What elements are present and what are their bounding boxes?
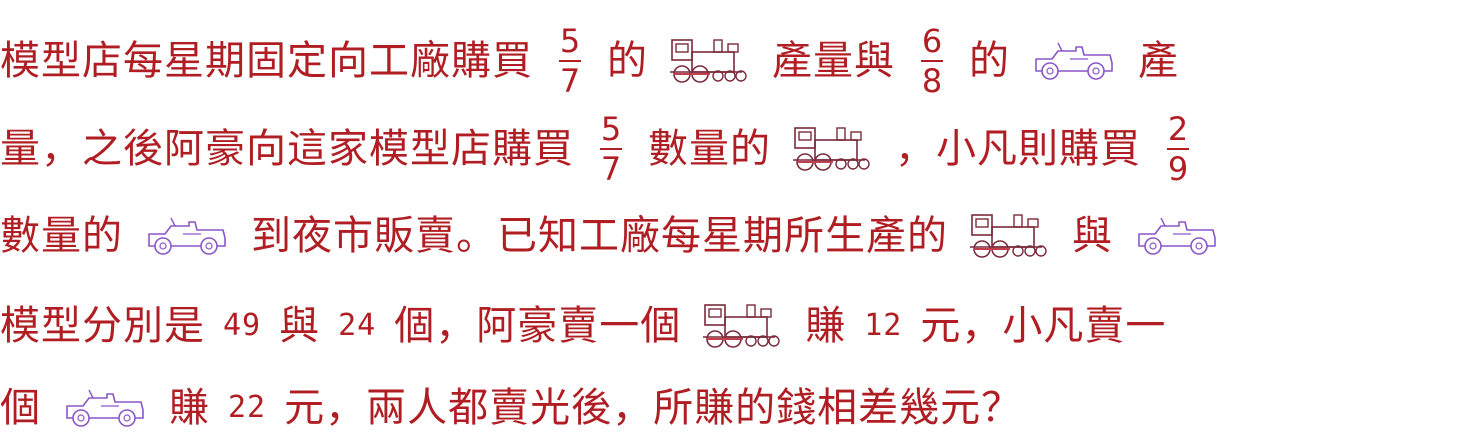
fraction-bar — [921, 60, 943, 62]
text-segment: ，小凡則購買 — [895, 126, 1141, 172]
number: 12 — [864, 308, 903, 343]
problem-line-5: 個 賺 22 元，兩人都賣光後，所賺的錢相差幾元？ — [0, 384, 1022, 432]
fraction-bar — [600, 148, 622, 150]
fraction: 6 8 — [921, 24, 943, 98]
numerator: 5 — [559, 22, 581, 60]
text-segment: 元，兩人都賣光後，所賺的錢相差幾元？ — [284, 385, 1023, 431]
denominator: 8 — [921, 62, 943, 100]
text-segment: 數量的 — [648, 126, 771, 172]
text-segment: 賺 — [805, 303, 847, 349]
text-segment: 模型店每星期固定向工廠購買 — [0, 38, 533, 84]
text-segment: 數量的 — [0, 213, 123, 259]
number: 22 — [228, 390, 267, 425]
jeep-model-icon — [63, 388, 147, 428]
text-segment: 模型分別是 — [0, 303, 205, 349]
number: 49 — [223, 308, 262, 343]
text-segment: 產 — [1138, 38, 1179, 84]
text-segment: 個，阿豪賣一個 — [394, 303, 682, 349]
text-segment: 量，之後阿豪向這家模型店購買 — [0, 126, 574, 172]
fraction: 2 9 — [1167, 112, 1189, 186]
text-segment: 的 — [607, 38, 648, 84]
number: 24 — [338, 308, 377, 343]
problem-line-1: 模型店每星期固定向工廠購買 5 7 的 產量與 6 8 的 產 — [0, 24, 1179, 98]
text-segment: 的 — [969, 38, 1010, 84]
fraction: 5 7 — [559, 24, 581, 98]
numerator: 5 — [600, 110, 622, 148]
text-segment: 產量與 — [772, 38, 895, 84]
denominator: 7 — [559, 62, 581, 100]
train-model-icon — [670, 38, 750, 84]
text-segment: 與 — [279, 303, 321, 349]
fraction-bar — [1167, 148, 1189, 150]
jeep-model-icon — [145, 216, 229, 256]
numerator: 2 — [1167, 110, 1189, 148]
text-segment: 賺 — [169, 385, 210, 431]
problem-line-3: 數量的 到夜市販賣。已知工廠每星期所生產的 與 — [0, 212, 1241, 260]
fraction-bar — [559, 60, 581, 62]
train-model-icon — [793, 126, 873, 172]
text-segment: 元，小凡賣一 — [920, 303, 1167, 349]
fraction: 5 7 — [600, 112, 622, 186]
denominator: 7 — [600, 150, 622, 188]
text-segment: 到夜市販賣。已知工廠每星期所生產的 — [251, 213, 948, 259]
problem-line-4: 模型分別是 49 與 24 個，阿豪賣一個 賺 12 元，小凡賣一 — [0, 302, 1166, 350]
train-model-icon — [703, 303, 783, 349]
jeep-model-icon — [1135, 216, 1219, 256]
problem-line-2: 量，之後阿豪向這家模型店購買 5 7 數量的 ，小凡則購買 2 9 — [0, 112, 1215, 186]
train-model-icon — [970, 213, 1050, 259]
jeep-model-icon — [1032, 41, 1116, 81]
text-segment: 與 — [1072, 213, 1113, 259]
denominator: 9 — [1167, 150, 1189, 188]
text-segment: 個 — [0, 385, 41, 431]
numerator: 6 — [921, 22, 943, 60]
